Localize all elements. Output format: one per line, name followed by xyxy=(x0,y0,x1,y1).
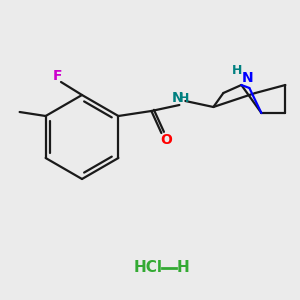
Text: H: H xyxy=(177,260,189,275)
Text: O: O xyxy=(160,133,172,147)
Text: F: F xyxy=(53,69,63,83)
Text: N: N xyxy=(242,71,253,85)
Text: N: N xyxy=(172,91,183,105)
Text: HCl: HCl xyxy=(134,260,163,275)
Text: H: H xyxy=(179,92,190,104)
Text: H: H xyxy=(232,64,243,76)
